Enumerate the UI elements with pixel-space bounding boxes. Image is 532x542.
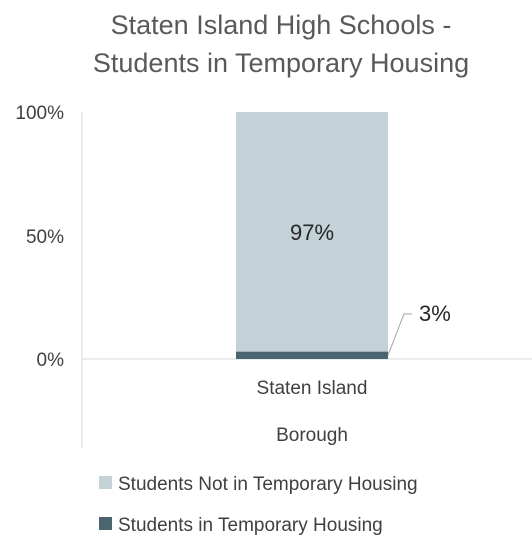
data-label-in-temporary-housing: 3% [419,301,451,326]
legend-label-not-in-temporary-housing: Students Not in Temporary Housing [118,474,418,495]
bar-students-not-in-temporary-housing [236,112,388,352]
bar-students-in-temporary-housing [236,351,388,359]
chart-title-line-1: Staten Island High Schools - [111,10,452,40]
data-label-not-in-temporary-housing: 97% [290,220,334,245]
y-tick-label-100: 100% [15,103,64,124]
x-category-label-line-1: Staten Island [257,378,368,399]
x-category-label-line-2: Borough [276,425,348,446]
y-tick-label-50: 50% [26,227,64,248]
y-tick-label-0: 0% [37,350,65,371]
legend-swatch-not-in-temporary-housing [99,476,112,489]
chart-title-line-2: Students in Temporary Housing [93,48,469,78]
legend-swatch-in-temporary-housing [99,517,112,530]
legend-label-in-temporary-housing: Students in Temporary Housing [118,515,383,536]
data-label-leader-line [387,313,412,356]
